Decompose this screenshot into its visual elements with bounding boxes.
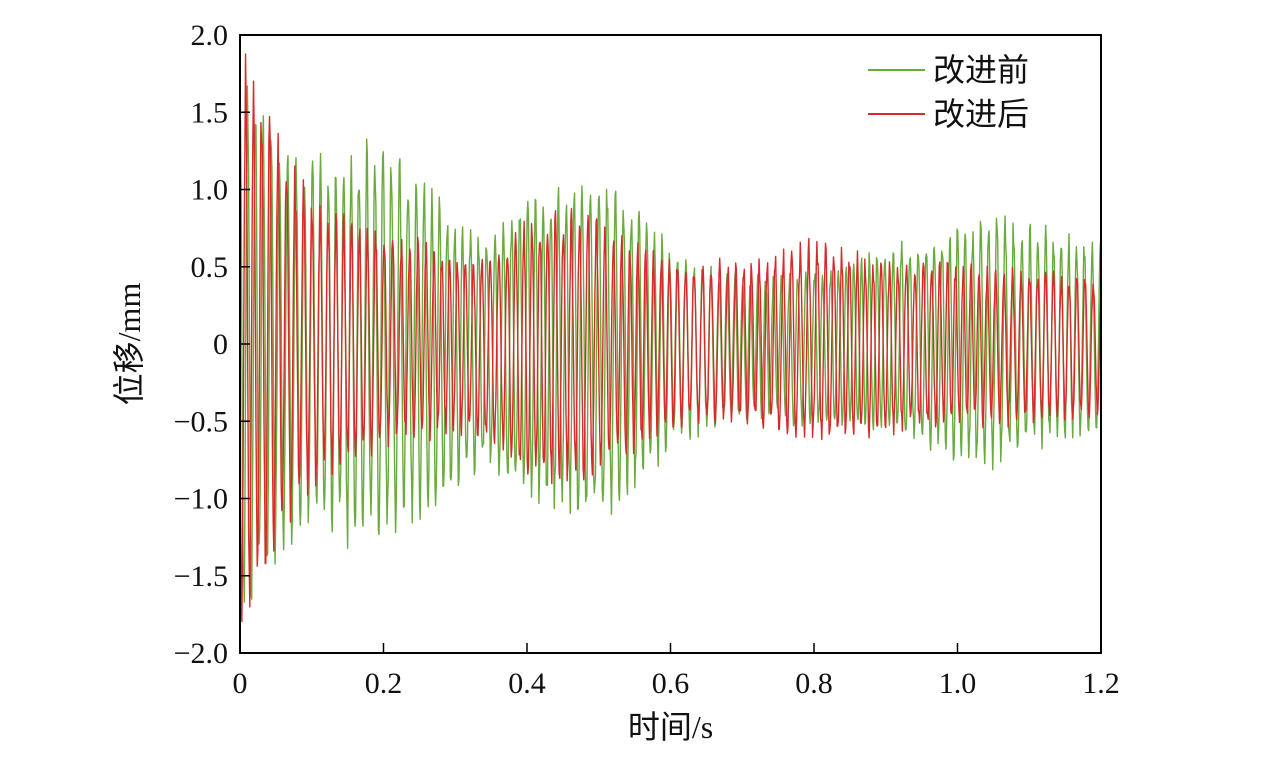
x-tick-label: 0 [233, 667, 248, 700]
y-tick-label: 1.0 [191, 174, 229, 207]
x-axis-title: 时间/s [628, 709, 713, 745]
y-tick-label: 0 [213, 328, 228, 361]
x-tick-label: 0.8 [795, 667, 833, 700]
x-tick-label: 0.6 [652, 667, 690, 700]
x-tick-label: 0.4 [508, 667, 546, 700]
y-tick-label: −1.5 [174, 560, 228, 593]
plot-data-layer [239, 53, 1102, 623]
legend-label-after: 改进后 [933, 96, 1029, 132]
y-tick-label: 0.5 [191, 251, 229, 284]
legend: 改进前 改进后 [868, 52, 1029, 132]
y-tick-label: −1.0 [174, 483, 228, 516]
y-tick-label: 1.5 [191, 96, 229, 129]
ticks-layer: 0 0.2 0.4 0.6 0.8 1.0 1.2 2.0 1.5 1.0 0.5 0 −0.5 −1.0… [174, 19, 1120, 700]
x-tick-label: 1.0 [939, 667, 977, 700]
legend-label-before: 改进前 [933, 52, 1029, 88]
x-tick-label: 1.2 [1082, 667, 1120, 700]
x-tick-label: 0.2 [365, 667, 403, 700]
y-tick-label: −0.5 [174, 405, 228, 438]
y-axis-title: 位移/mm [111, 283, 147, 406]
y-tick-label: −2.0 [174, 637, 228, 670]
y-tick-label: 2.0 [191, 19, 229, 52]
series-line-after [239, 53, 1102, 623]
